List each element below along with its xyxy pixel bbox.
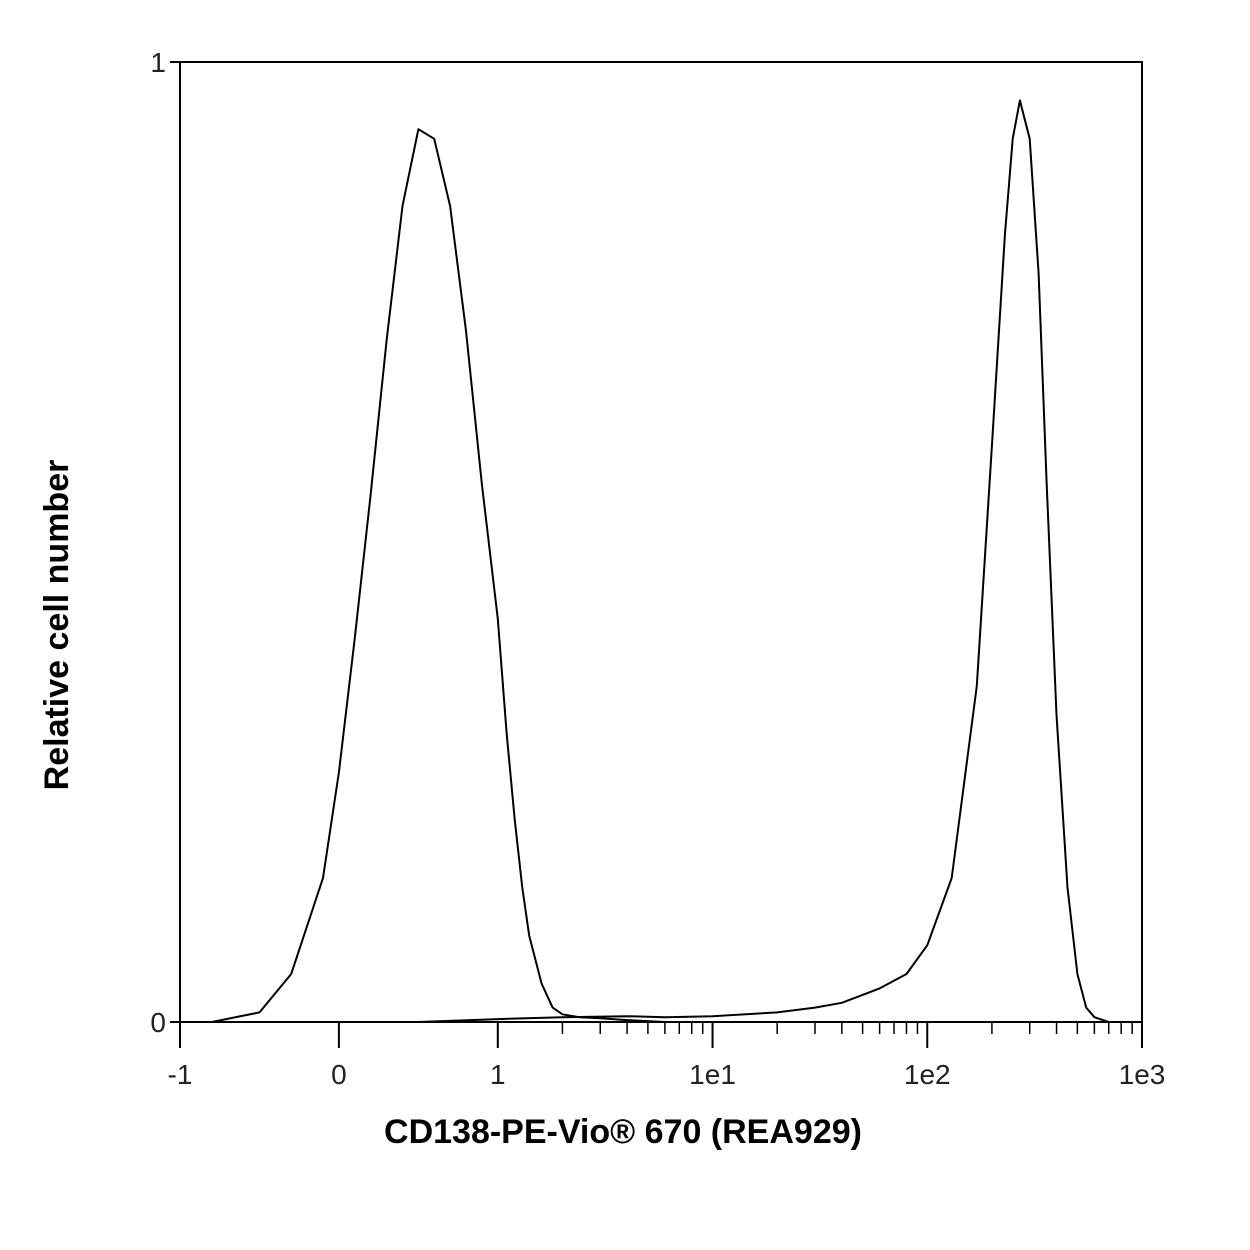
y-axis: 01 xyxy=(150,47,180,1038)
x-tick-label: 0 xyxy=(331,1059,347,1090)
x-tick-label: 1 xyxy=(490,1059,506,1090)
histogram-curve-1 xyxy=(211,128,665,1023)
x-tick-label: 1e2 xyxy=(904,1059,951,1090)
x-axis-title: CD138-PE-Vio® 670 (REA929) xyxy=(384,1113,862,1151)
y-tick-label: 0 xyxy=(150,1007,166,1038)
x-tick-label: 1e1 xyxy=(689,1059,736,1090)
plot-area xyxy=(179,61,1143,1023)
x-tick-label: 1e3 xyxy=(1119,1059,1166,1090)
x-tick-label: -1 xyxy=(168,1059,193,1090)
x-axis: -1 0 1 1e1 1e2 1e3 xyxy=(168,1022,1166,1090)
y-axis-title: Relative cell number xyxy=(38,460,76,791)
series-group xyxy=(211,99,1110,1023)
y-tick-label: 1 xyxy=(150,47,166,78)
histogram-curve-2 xyxy=(418,99,1110,1023)
